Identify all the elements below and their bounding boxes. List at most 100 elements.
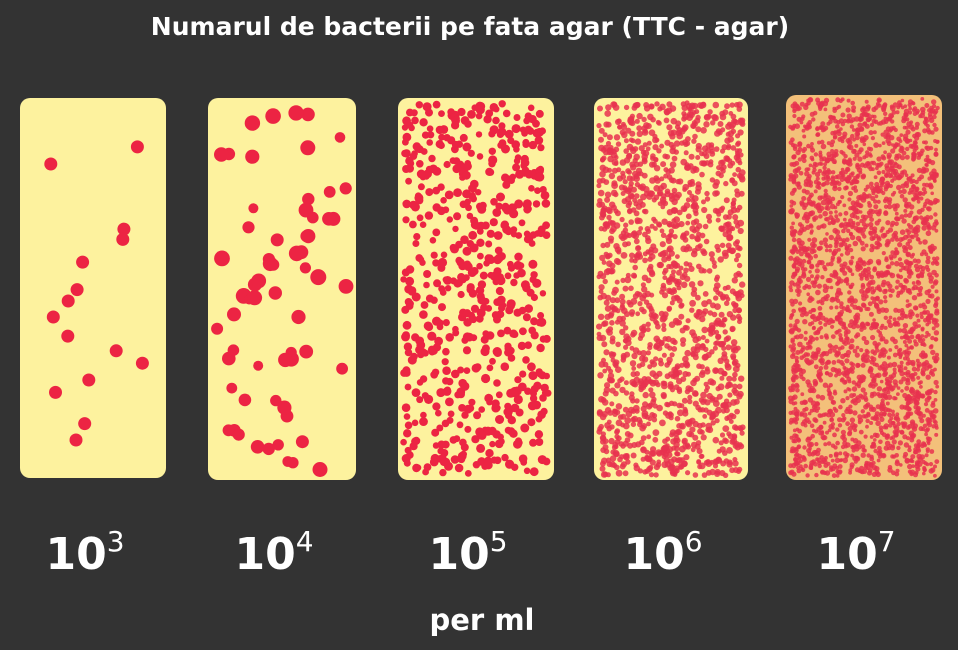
colony (619, 328, 626, 336)
label-base: 10 (428, 529, 489, 580)
colony (424, 211, 434, 220)
colony (919, 315, 924, 320)
colony (928, 468, 934, 474)
colony (649, 391, 656, 399)
colony (626, 152, 633, 159)
colony (834, 217, 841, 223)
colony (465, 204, 472, 212)
agar-panel (20, 98, 166, 478)
colony (706, 218, 713, 224)
colony (813, 418, 819, 424)
colony (913, 371, 918, 376)
colony (720, 403, 727, 409)
colony (701, 354, 709, 361)
colony (924, 366, 930, 371)
colony (723, 438, 729, 445)
colony (883, 119, 889, 124)
colony (833, 453, 839, 458)
colony (856, 132, 861, 137)
colony (485, 449, 494, 458)
colony (598, 226, 604, 232)
colony (426, 139, 434, 146)
colony (641, 292, 648, 299)
colony (934, 432, 939, 437)
colony (791, 352, 796, 357)
label-exponent: 6 (685, 525, 703, 558)
colony (883, 210, 888, 215)
colony (596, 409, 603, 416)
colony (820, 195, 824, 200)
colony (406, 121, 414, 129)
colony (855, 266, 861, 272)
colony (70, 283, 84, 297)
colony (806, 442, 813, 448)
colony (933, 464, 937, 469)
colony (903, 104, 908, 109)
colony (841, 228, 846, 234)
colony (817, 161, 823, 166)
colony (690, 447, 696, 453)
colony (700, 399, 707, 405)
colony (524, 341, 532, 350)
colony (639, 355, 646, 362)
colony (701, 300, 708, 308)
colony (852, 109, 856, 113)
colony (876, 458, 881, 463)
colony (238, 393, 252, 407)
colony (848, 247, 854, 253)
colony (719, 432, 726, 438)
colony (817, 306, 823, 311)
colony (715, 170, 722, 177)
colony (843, 380, 848, 384)
colony (812, 110, 818, 116)
colony (614, 279, 620, 285)
colony (814, 472, 819, 478)
colony (803, 182, 809, 187)
colony (506, 299, 516, 309)
colony (913, 263, 919, 269)
colony (913, 195, 919, 201)
colony (678, 303, 684, 309)
colony (881, 190, 886, 196)
colony (673, 140, 681, 147)
colony (893, 432, 899, 438)
colony (817, 103, 824, 110)
colony (644, 455, 651, 462)
colony (623, 148, 629, 154)
colony (880, 233, 887, 239)
colony (614, 434, 620, 440)
colony (679, 423, 685, 429)
colony (843, 330, 849, 335)
colony (789, 174, 793, 179)
colony (924, 428, 929, 433)
colony (655, 323, 661, 330)
colony (871, 160, 877, 166)
colony (632, 258, 638, 264)
colony (730, 413, 737, 420)
colony (601, 205, 608, 211)
colony (869, 181, 874, 187)
colony (504, 426, 512, 434)
colony (712, 436, 720, 444)
colony (606, 214, 612, 221)
colony (906, 350, 912, 355)
colony (523, 199, 532, 209)
colony (890, 148, 896, 154)
colony (793, 246, 799, 252)
colony (250, 440, 265, 454)
colony (416, 379, 424, 386)
colony (888, 423, 893, 428)
colony (827, 221, 832, 226)
colony (501, 144, 510, 154)
colony (695, 126, 702, 133)
colony (682, 360, 690, 368)
colony (865, 418, 870, 424)
colony (788, 255, 794, 261)
colony (825, 430, 829, 435)
colony (865, 358, 871, 363)
colony (816, 329, 821, 334)
colony (519, 370, 527, 378)
colony (730, 339, 738, 346)
colony (655, 382, 661, 388)
colony (495, 286, 504, 296)
